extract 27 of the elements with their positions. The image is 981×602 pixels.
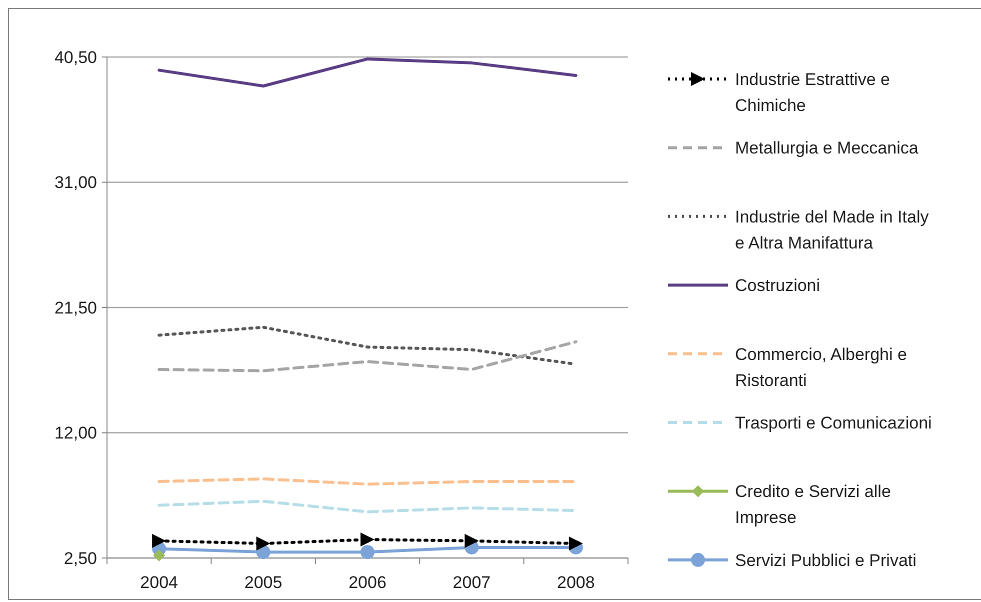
x-tick-label: 2008 (556, 573, 595, 592)
point (464, 534, 479, 548)
point (256, 536, 270, 550)
y-tick-label: 21,50 (54, 298, 97, 318)
point (568, 536, 583, 550)
x-tick-label: 2005 (244, 573, 282, 592)
legend-label: Costruzioni (735, 276, 820, 296)
y-tick-label: 40,50 (54, 48, 97, 67)
point (152, 534, 166, 548)
legend-label: Metallurgia e Meccanica (735, 138, 919, 158)
x-tick-label: 2007 (452, 573, 491, 592)
point (360, 545, 374, 560)
x-tick-label: 2006 (348, 573, 386, 592)
legend-label: Industrie Estrattive e Chimiche (735, 70, 890, 115)
legend-label: Servizi Pubblici e Privati (735, 550, 916, 570)
y-tick-label: 31,00 (54, 173, 97, 192)
y-tick-label: 12,00 (54, 424, 97, 443)
legend-label: Commercio, Alberghi e Ristoranti (735, 344, 907, 390)
y-tick-label: 2,50 (64, 548, 97, 568)
legend-label: Credito e Servizi alle Imprese (735, 482, 891, 528)
line-series (158, 340, 578, 372)
point (360, 532, 374, 547)
x-tick-label: 2004 (140, 573, 178, 592)
legend-label: Industrie del Made in Italy e Altra Manifattura (735, 207, 930, 252)
legend-label: Trasporti e Comunicazioni (735, 413, 932, 432)
line-series (158, 57, 578, 88)
point (153, 549, 166, 562)
